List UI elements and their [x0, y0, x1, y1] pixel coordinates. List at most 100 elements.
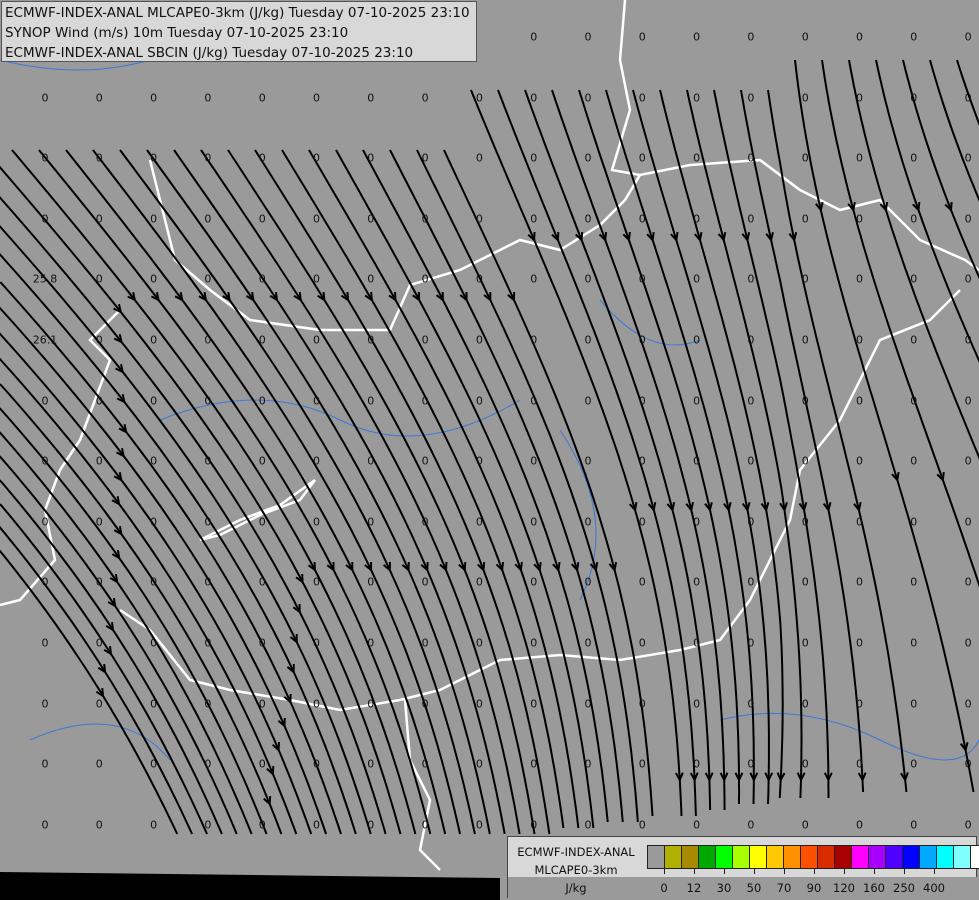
arrowhead-icon	[364, 561, 373, 573]
streamline	[65, 149, 447, 835]
sbcin-value: 0	[693, 757, 701, 771]
sbcin-value: 0	[313, 91, 320, 105]
sbcin-value: 0	[95, 91, 103, 105]
sbcin-value: 0	[475, 91, 483, 105]
arrowhead-icon	[269, 291, 279, 302]
sbcin-value: 0	[747, 697, 755, 711]
sbcin-value: 0	[95, 394, 103, 408]
arrowhead-icon	[420, 561, 429, 573]
legend-color-box	[817, 845, 835, 869]
sbcin-value: 0	[258, 454, 266, 468]
arrowhead-icon	[719, 772, 729, 783]
streamline	[173, 149, 506, 835]
sbcin-value: 0	[313, 272, 320, 286]
sbcin-value: 0	[475, 697, 483, 711]
sbcin-value: 0	[258, 697, 266, 711]
sbcin-value: 0	[584, 575, 592, 589]
arrowhead-icon	[598, 231, 608, 243]
sbcin-value: 0	[801, 30, 809, 44]
sbcin-value: 0	[313, 454, 320, 468]
sbcin-value: 0	[95, 515, 103, 529]
sbcin-value: 0	[530, 272, 538, 286]
streamline	[740, 89, 865, 793]
wind-streamlines	[0, 59, 979, 835]
arrowhead-icon	[295, 573, 304, 585]
arrowhead-icon	[533, 561, 542, 573]
arrowhead-icon	[674, 772, 684, 783]
sbcin-value: 0	[421, 757, 429, 771]
sbcin-value: 0	[801, 818, 809, 832]
streamline	[0, 196, 387, 835]
arrowhead-icon	[765, 231, 774, 243]
border-line	[610, 0, 979, 272]
streamline	[335, 149, 595, 829]
legend-color-box	[681, 845, 699, 869]
streamline	[0, 407, 268, 835]
sbcin-value: 0	[801, 454, 809, 468]
sbcin-value: 0	[150, 454, 158, 468]
arrowhead-icon	[97, 663, 107, 674]
river-line	[719, 712, 979, 761]
sbcin-value: 0	[204, 212, 212, 226]
sbcin-value: 0	[150, 333, 158, 347]
arrowhead-icon	[723, 501, 732, 513]
sbcin-value: 0	[367, 515, 375, 529]
sbcin-value: 0	[421, 697, 429, 711]
sbcin-value: 0	[530, 818, 538, 832]
arrowhead-icon	[113, 303, 123, 314]
legend-tick-label: 0	[660, 881, 668, 895]
border-line	[0, 309, 121, 607]
arrowhead-icon	[116, 447, 126, 458]
arrowhead-icon	[622, 231, 631, 243]
arrowhead-icon	[118, 423, 128, 434]
sbcin-value: 0	[313, 757, 320, 771]
sbcin-value: 0	[801, 575, 809, 589]
sbcin-value: 0	[801, 394, 809, 408]
arrowhead-icon	[293, 291, 302, 302]
sbcin-value: 0	[367, 454, 375, 468]
sbcin-value: 0	[910, 818, 918, 832]
legend-tick-label: 12	[686, 881, 702, 895]
arrowhead-icon	[704, 501, 713, 513]
arrowhead-icon	[717, 231, 727, 243]
streamline	[659, 89, 784, 799]
sbcin-value: 0	[95, 333, 103, 347]
streamline	[470, 89, 683, 817]
arrowhead-icon	[113, 471, 123, 482]
sbcin-value: 0	[910, 636, 918, 650]
sbcin-value: 0	[638, 394, 646, 408]
sbcin-value: 0	[41, 575, 49, 589]
streamline	[497, 89, 697, 817]
sbcin-value: 0	[95, 697, 103, 711]
sbcin-value: 0	[693, 212, 701, 226]
streamline	[0, 549, 179, 835]
arrowhead-icon	[174, 291, 184, 302]
sbcin-value: 0	[258, 333, 266, 347]
offmap-area	[0, 872, 500, 900]
arrowhead-icon	[891, 471, 900, 483]
arrowhead-icon	[107, 597, 117, 608]
sbcin-value: 0	[856, 151, 863, 165]
sbcin-value: 0	[964, 394, 972, 408]
color-legend: ECMWF-INDEX-ANAL MLCAPE0-3km J/kg 0 12 30 5…	[507, 836, 979, 899]
sbcin-value: 0	[964, 91, 972, 105]
sbcin-value: 0	[150, 575, 158, 589]
sbcin-value: 0	[530, 91, 538, 105]
streamline	[146, 149, 491, 835]
sbcin-value: 0	[638, 333, 646, 347]
legend-color-box	[834, 845, 852, 869]
streamline	[794, 59, 975, 793]
sbcin-value: 0	[41, 515, 49, 529]
streamline	[389, 149, 624, 823]
sbcin-value: 0	[747, 30, 755, 44]
legend-color-box	[766, 845, 784, 869]
sbcin-value: 0	[41, 151, 49, 165]
sbcin-value: 0	[801, 757, 809, 771]
sbcin-value: 0	[95, 272, 103, 286]
sbcin-value: 0	[801, 636, 809, 650]
sbcin-value: 0	[964, 30, 972, 44]
sbcin-value: 0	[530, 30, 538, 44]
sbcin-value: 0	[367, 91, 375, 105]
sbcin-value: 0	[747, 818, 755, 832]
legend-tick-label: 120	[833, 881, 855, 895]
